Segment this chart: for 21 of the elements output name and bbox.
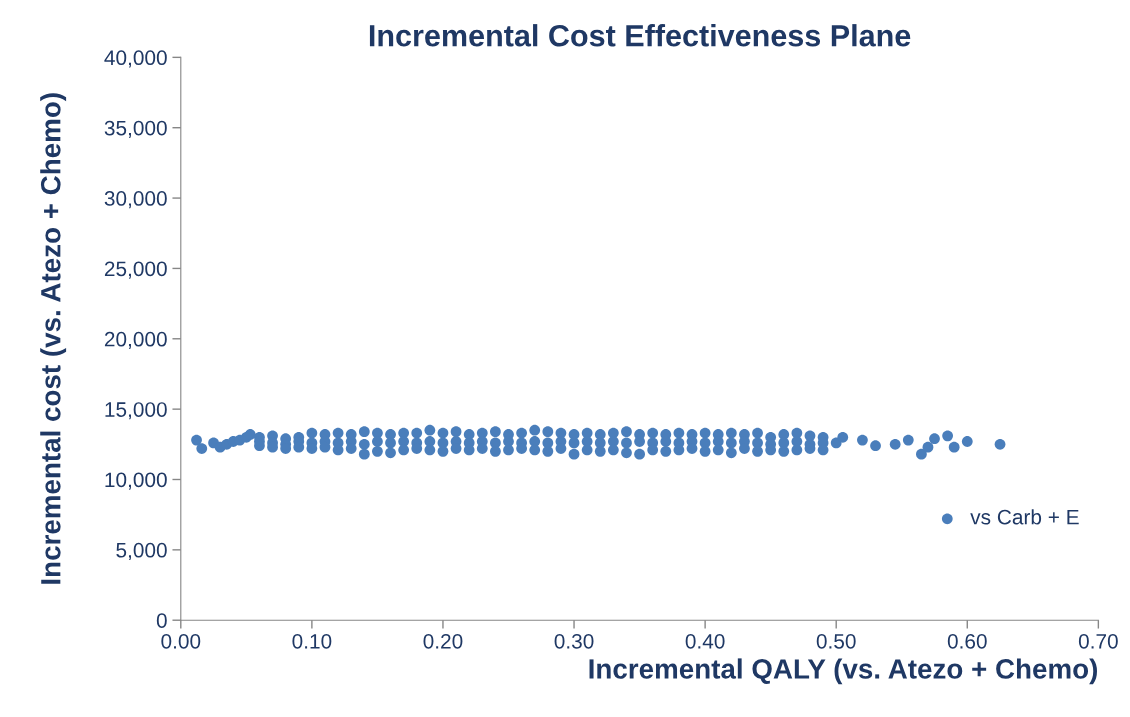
y-tick-label: 5,000: [116, 542, 167, 561]
y-tick-label: 20,000: [104, 331, 167, 349]
y-tick-label: 30,000: [104, 191, 167, 209]
x-tick-label: 0.30: [554, 633, 594, 649]
y-axis-title: Incremental cost (vs. Atezo + Chemo): [40, 93, 67, 584]
x-tick-label: 0.50: [816, 633, 856, 649]
y-tick-label: 15,000: [105, 402, 167, 420]
x-tick-label: 0.60: [947, 633, 987, 649]
legend-label: vs Carb + E: [970, 509, 1079, 525]
x-tick-label: 0.40: [685, 633, 725, 649]
y-tick-label: 40,000: [104, 50, 167, 68]
y-tick-label: 0: [156, 613, 167, 628]
y-tick-label: 35,000: [104, 120, 167, 138]
chart-title: Incremental Cost Effectiveness Plane: [369, 24, 911, 47]
x-axis-title: Incremental QALY (vs. Atezo + Chemo): [589, 658, 1097, 685]
x-tick-label: 0.70: [1078, 633, 1118, 649]
y-tick-label: 25,000: [104, 261, 167, 279]
x-tick-label: 0.00: [161, 633, 201, 649]
y-tick-label: 10,000: [105, 472, 167, 490]
x-tick-label: 0.20: [423, 633, 463, 649]
x-tick-label: 0.10: [292, 633, 332, 649]
